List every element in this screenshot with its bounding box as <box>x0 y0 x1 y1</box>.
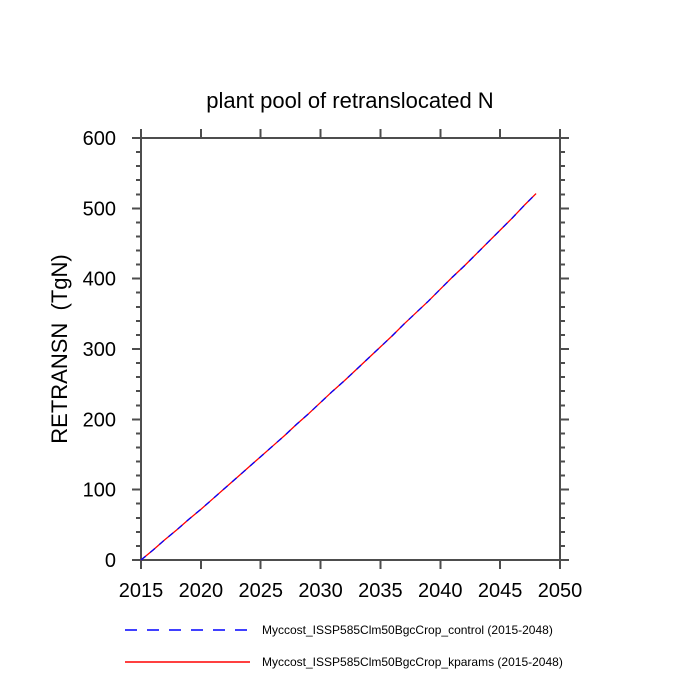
legend-line-sample-control <box>125 629 250 631</box>
x-tick-label: 2030 <box>298 580 343 602</box>
y-tick-label: 200 <box>83 409 116 431</box>
x-tick-label: 2020 <box>179 580 224 602</box>
chart-title: plant pool of retranslocated N <box>206 88 494 113</box>
y-tick-label: 400 <box>83 269 116 291</box>
plot-frame <box>140 137 561 561</box>
series-line-kparams <box>140 193 537 561</box>
x-tick-label: 2025 <box>238 580 283 602</box>
legend-item-control: Myccost_ISSP585Clm50BgcCrop_control (201… <box>125 622 553 638</box>
legend-item-kparams: Myccost_ISSP585Clm50BgcCrop_kparams (201… <box>125 654 563 670</box>
y-tick-label: 600 <box>83 128 116 150</box>
y-tick-label: 300 <box>83 339 116 361</box>
y-tick-label: 100 <box>83 480 116 502</box>
y-tick-label: 500 <box>83 198 116 220</box>
series-line-control <box>140 193 537 561</box>
legend-line-sample-kparams <box>125 661 250 663</box>
x-tick-label: 2045 <box>478 580 523 602</box>
x-tick-label: 2015 <box>119 580 164 602</box>
legend-label-control: Myccost_ISSP585Clm50BgcCrop_control (201… <box>262 623 553 637</box>
x-tick-label: 2040 <box>418 580 463 602</box>
y-tick-label: 0 <box>105 550 116 572</box>
x-tick-label: 2035 <box>358 580 403 602</box>
legend-label-kparams: Myccost_ISSP585Clm50BgcCrop_kparams (201… <box>262 655 563 669</box>
x-tick-label: 2050 <box>538 580 583 602</box>
